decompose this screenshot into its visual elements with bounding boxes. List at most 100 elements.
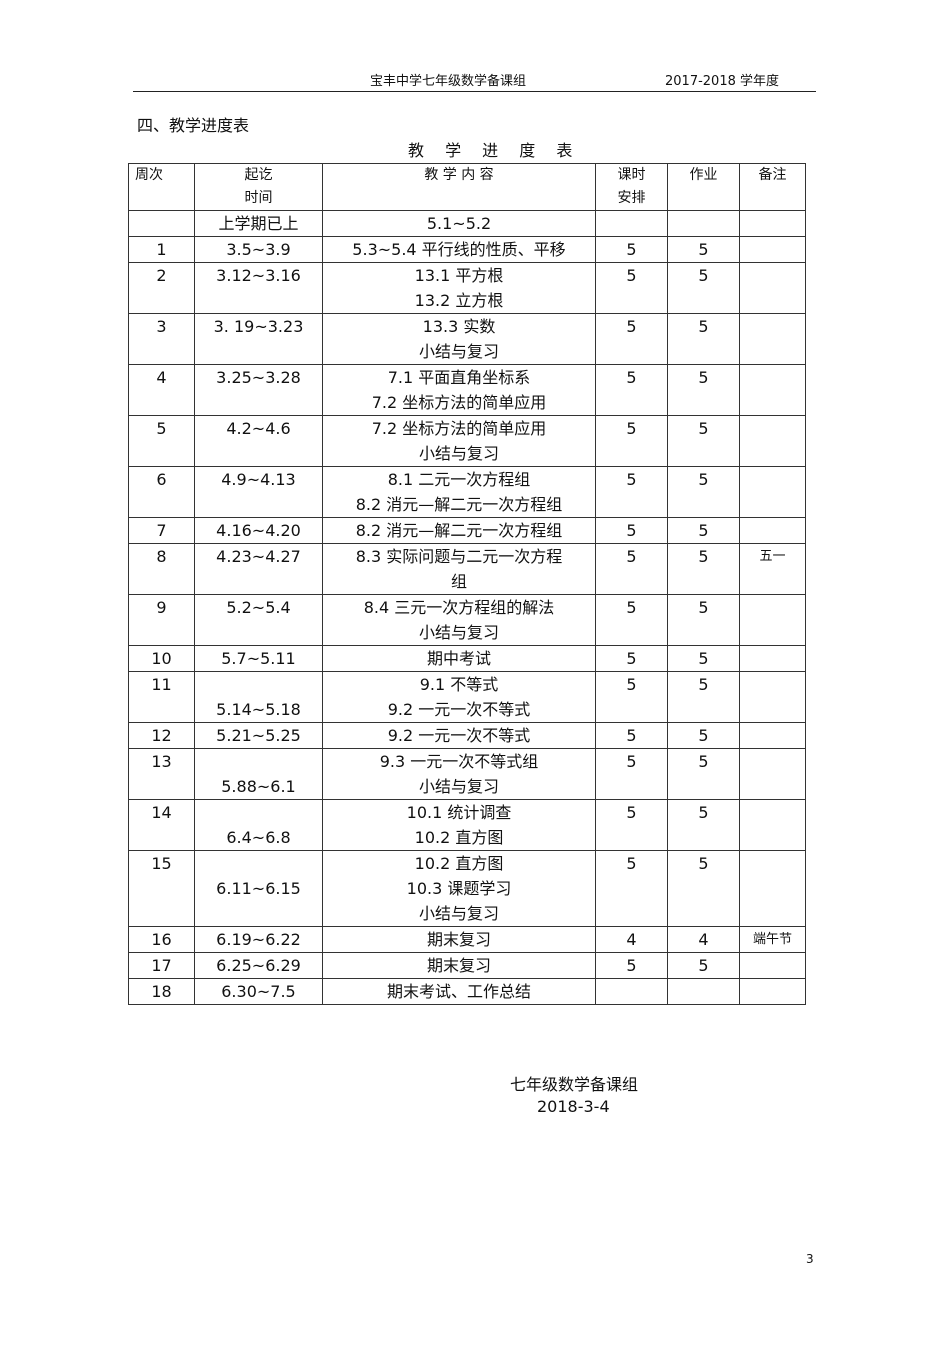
content-cell-line: 10.1 统计调查 bbox=[406, 803, 512, 822]
content-cell-line: 期中考试 bbox=[426, 649, 491, 668]
homework-cell-text: 5 bbox=[698, 675, 709, 694]
header-date-line: 时间 bbox=[244, 190, 273, 206]
date-cell: 上学期已上 bbox=[194, 210, 323, 237]
note-cell bbox=[739, 262, 806, 314]
date-cell: 5.2~5.4 bbox=[194, 594, 323, 646]
date-cell: 4.9~4.13 bbox=[194, 466, 323, 518]
homework-cell-text: 5 bbox=[698, 368, 709, 387]
table-row: 1 3.5~3.9 5.3~5.4 平行线的性质、平移 5 5 bbox=[128, 236, 806, 263]
hours-cell-text: 5 bbox=[626, 675, 637, 694]
homework-cell-text: 5 bbox=[698, 266, 709, 285]
hours-cell-text: 5 bbox=[626, 266, 637, 285]
week-cell: 2 bbox=[128, 262, 195, 314]
date-cell-line bbox=[195, 672, 322, 697]
note-cell-text bbox=[740, 237, 805, 262]
content-cell: 9.3 一元一次不等式组 小结与复习 bbox=[322, 748, 596, 800]
week-cell: 14 bbox=[128, 799, 195, 851]
hours-cell-text: 5 bbox=[626, 368, 637, 387]
hours-cell-text: 5 bbox=[626, 240, 637, 259]
content-cell: 期末复习 bbox=[322, 926, 596, 953]
homework-cell-text: 5 bbox=[698, 521, 709, 540]
schedule-table: 周次 起讫 时间 教 学 内 容 课时 安排 作业 备注 上学期已上 5.1~5.2 1… bbox=[128, 163, 806, 1005]
homework-cell: 5 bbox=[667, 748, 740, 800]
date-cell-line: 3.12~3.16 bbox=[216, 266, 301, 285]
hours-cell: 5 bbox=[595, 364, 668, 416]
week-cell-text: 14 bbox=[151, 803, 172, 822]
content-cell-line: 7.2 坐标方法的简单应用 bbox=[371, 393, 547, 412]
week-cell: 11 bbox=[128, 671, 195, 723]
homework-cell: 5 bbox=[667, 594, 740, 646]
week-cell-text: 18 bbox=[151, 982, 172, 1001]
date-cell-line: 上学期已上 bbox=[218, 214, 299, 233]
content-cell-line: 8.2 消元—解二元一次方程组 bbox=[355, 521, 563, 540]
content-cell-line: 8.1 二元一次方程组 bbox=[387, 470, 531, 489]
hours-cell: 5 bbox=[595, 466, 668, 518]
note-cell bbox=[739, 313, 806, 365]
content-cell: 期末考试、工作总结 bbox=[322, 978, 596, 1005]
homework-cell bbox=[667, 210, 740, 237]
week-cell-text: 8 bbox=[156, 547, 167, 566]
table-header-row: 周次 起讫 时间 教 学 内 容 课时 安排 作业 备注 bbox=[128, 163, 806, 211]
date-cell: 5.7~5.11 bbox=[194, 645, 323, 672]
hours-cell: 5 bbox=[595, 236, 668, 263]
date-cell-line: 5.88~6.1 bbox=[221, 777, 296, 796]
table-row: 9 5.2~5.4 8.4 三元一次方程组的解法 小结与复习 5 5 bbox=[128, 594, 806, 646]
note-cell bbox=[739, 466, 806, 518]
note-cell bbox=[739, 415, 806, 467]
section-title: 四、教学进度表 bbox=[137, 116, 250, 135]
note-cell bbox=[739, 952, 806, 979]
content-cell-line: 小结与复习 bbox=[418, 623, 499, 642]
date-cell: 5.14~5.18 bbox=[194, 671, 323, 723]
content-cell-line: 10.2 直方图 bbox=[414, 854, 504, 873]
week-cell-text: 17 bbox=[151, 956, 172, 975]
week-cell: 3 bbox=[128, 313, 195, 365]
week-cell: 7 bbox=[128, 517, 195, 544]
date-cell: 6.30~7.5 bbox=[194, 978, 323, 1005]
date-cell-line: 4.16~4.20 bbox=[216, 521, 301, 540]
content-cell-line: 期末复习 bbox=[426, 930, 491, 949]
note-cell bbox=[739, 978, 806, 1005]
week-cell: 1 bbox=[128, 236, 195, 263]
date-cell: 3.5~3.9 bbox=[194, 236, 323, 263]
homework-cell: 5 bbox=[667, 236, 740, 263]
page-number: 3 bbox=[806, 1252, 814, 1266]
note-cell-text bbox=[740, 263, 805, 288]
date-cell: 4.2~4.6 bbox=[194, 415, 323, 467]
note-cell-text bbox=[740, 416, 805, 441]
note-cell bbox=[739, 210, 806, 237]
week-cell bbox=[128, 210, 195, 237]
content-cell-line: 小结与复习 bbox=[418, 444, 499, 463]
date-cell-line: 6.4~6.8 bbox=[226, 828, 291, 847]
hours-cell-text: 5 bbox=[626, 956, 637, 975]
week-cell: 6 bbox=[128, 466, 195, 518]
header-hours: 课时 安排 bbox=[595, 163, 668, 211]
note-cell-text bbox=[740, 953, 805, 978]
date-cell-line: 6.30~7.5 bbox=[221, 982, 296, 1001]
hours-cell: 5 bbox=[595, 517, 668, 544]
content-cell: 8.1 二元一次方程组 8.2 消元—解二元一次方程组 bbox=[322, 466, 596, 518]
content-cell-line: 9.2 一元一次不等式 bbox=[387, 700, 531, 719]
date-cell: 6.25~6.29 bbox=[194, 952, 323, 979]
date-cell-line: 3.25~3.28 bbox=[216, 368, 301, 387]
note-cell bbox=[739, 594, 806, 646]
hours-cell: 5 bbox=[595, 722, 668, 749]
signature-group: 七年级数学备课组 bbox=[510, 1075, 639, 1094]
week-cell-text: 13 bbox=[151, 752, 172, 771]
homework-cell: 4 bbox=[667, 926, 740, 953]
hours-cell-text: 5 bbox=[626, 317, 637, 336]
date-cell-line: 6.11~6.15 bbox=[216, 879, 301, 898]
week-cell-text: 5 bbox=[156, 419, 167, 438]
hours-cell-text: 5 bbox=[626, 470, 637, 489]
homework-cell: 5 bbox=[667, 313, 740, 365]
date-cell-line: 3.5~3.9 bbox=[226, 240, 291, 259]
content-cell: 5.1~5.2 bbox=[322, 210, 596, 237]
week-cell-text: 9 bbox=[156, 598, 167, 617]
homework-cell-text bbox=[668, 211, 739, 236]
homework-cell: 5 bbox=[667, 850, 740, 927]
content-cell-line: 8.2 消元—解二元一次方程组 bbox=[355, 495, 563, 514]
week-cell: 4 bbox=[128, 364, 195, 416]
content-cell: 10.2 直方图 10.3 课题学习 小结与复习 bbox=[322, 850, 596, 927]
date-cell: 3.12~3.16 bbox=[194, 262, 323, 314]
hours-cell: 5 bbox=[595, 594, 668, 646]
header-divider bbox=[133, 91, 816, 92]
